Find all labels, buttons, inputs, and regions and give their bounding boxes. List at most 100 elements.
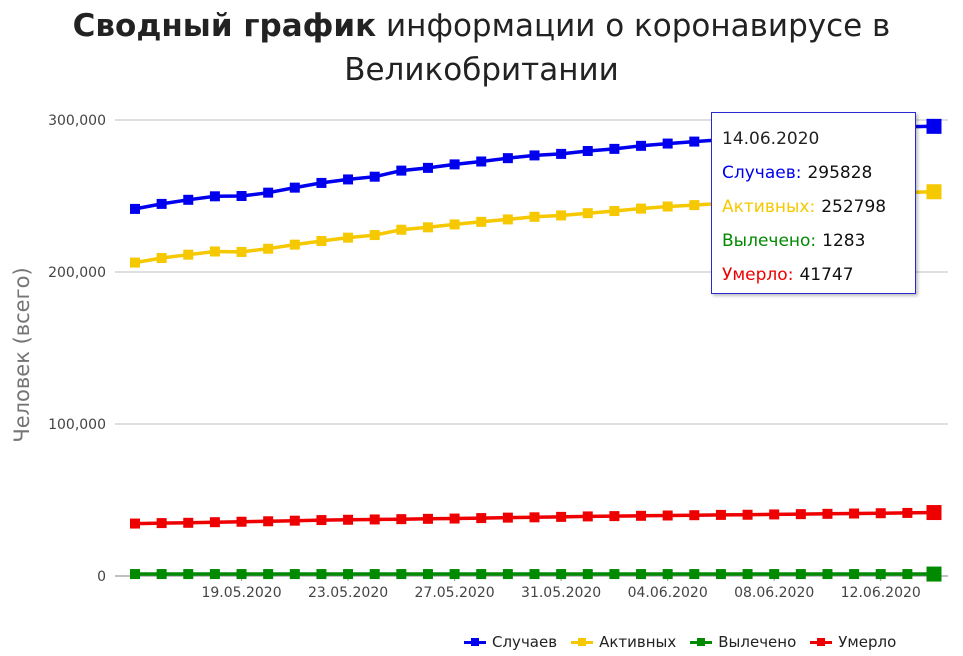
data-point[interactable] — [875, 508, 886, 519]
data-point[interactable] — [396, 165, 407, 176]
data-point[interactable] — [609, 569, 620, 580]
data-point[interactable] — [183, 249, 194, 260]
data-point[interactable] — [263, 243, 274, 254]
data-point[interactable] — [236, 569, 247, 580]
data-point[interactable] — [263, 516, 274, 527]
data-point[interactable] — [289, 569, 300, 580]
data-point[interactable] — [636, 140, 647, 151]
data-point[interactable] — [316, 235, 327, 246]
data-point[interactable] — [369, 514, 380, 525]
data-point[interactable] — [130, 518, 140, 529]
data-point[interactable] — [609, 143, 620, 154]
data-point[interactable] — [769, 569, 780, 580]
data-point[interactable] — [662, 510, 673, 521]
data-point[interactable] — [449, 219, 460, 230]
data-point[interactable] — [156, 518, 167, 529]
data-point[interactable] — [689, 200, 700, 211]
data-point[interactable] — [236, 246, 247, 257]
data-point[interactable] — [343, 232, 354, 243]
data-point[interactable] — [449, 569, 460, 580]
data-point[interactable] — [476, 216, 487, 227]
data-point[interactable] — [795, 509, 806, 520]
data-point[interactable] — [875, 569, 886, 580]
data-point[interactable] — [156, 198, 167, 209]
data-point[interactable] — [849, 569, 860, 580]
data-point[interactable] — [289, 515, 300, 526]
data-point[interactable] — [369, 569, 380, 580]
series-Вылечено[interactable] — [130, 566, 942, 582]
legend-item-cases[interactable]: Случаев — [464, 633, 557, 651]
data-point[interactable] — [130, 203, 140, 214]
data-point[interactable] — [156, 569, 167, 580]
data-point[interactable] — [449, 513, 460, 524]
data-point[interactable] — [849, 508, 860, 519]
data-point[interactable] — [636, 569, 647, 580]
data-point[interactable] — [183, 517, 194, 528]
data-point[interactable] — [662, 569, 673, 580]
data-point[interactable] — [289, 182, 300, 193]
data-point[interactable] — [822, 508, 833, 519]
data-point[interactable] — [422, 513, 433, 524]
data-point[interactable] — [396, 514, 407, 525]
data-point[interactable] — [556, 569, 567, 580]
data-point[interactable] — [769, 509, 780, 520]
data-point[interactable] — [263, 569, 274, 580]
data-point[interactable] — [556, 511, 567, 522]
data-point[interactable] — [795, 569, 806, 580]
data-point[interactable] — [926, 566, 942, 582]
data-point[interactable] — [422, 569, 433, 580]
data-point[interactable] — [236, 191, 247, 201]
data-point[interactable] — [742, 569, 753, 580]
data-point[interactable] — [689, 569, 700, 580]
data-point[interactable] — [502, 153, 513, 164]
legend-item-recovered[interactable]: Вылечено — [690, 633, 796, 651]
data-point[interactable] — [476, 569, 487, 580]
data-point[interactable] — [156, 253, 167, 264]
data-point[interactable] — [582, 569, 593, 580]
data-point[interactable] — [556, 210, 567, 221]
data-point[interactable] — [822, 569, 833, 580]
data-point[interactable] — [926, 505, 942, 521]
data-point[interactable] — [263, 187, 274, 198]
data-point[interactable] — [926, 184, 942, 200]
data-point[interactable] — [689, 136, 700, 147]
data-point[interactable] — [236, 516, 247, 527]
data-point[interactable] — [502, 512, 513, 523]
data-point[interactable] — [343, 174, 354, 185]
data-point[interactable] — [609, 511, 620, 522]
data-point[interactable] — [529, 569, 540, 580]
data-point[interactable] — [582, 146, 593, 157]
data-point[interactable] — [902, 507, 913, 518]
data-point[interactable] — [556, 148, 567, 159]
data-point[interactable] — [343, 569, 354, 580]
data-point[interactable] — [902, 569, 913, 580]
data-point[interactable] — [209, 191, 220, 202]
data-point[interactable] — [316, 177, 327, 188]
data-point[interactable] — [636, 510, 647, 521]
legend-item-deaths[interactable]: Умерло — [810, 633, 896, 651]
data-point[interactable] — [130, 257, 140, 268]
data-point[interactable] — [130, 569, 140, 580]
data-point[interactable] — [689, 510, 700, 521]
data-point[interactable] — [529, 512, 540, 523]
data-point[interactable] — [369, 230, 380, 241]
series-Умерло[interactable] — [130, 505, 942, 529]
data-point[interactable] — [662, 138, 673, 149]
data-point[interactable] — [209, 246, 220, 257]
data-point[interactable] — [209, 517, 220, 528]
data-point[interactable] — [742, 509, 753, 520]
data-point[interactable] — [715, 569, 726, 580]
data-point[interactable] — [209, 569, 220, 580]
data-point[interactable] — [502, 569, 513, 580]
data-point[interactable] — [289, 239, 300, 250]
data-point[interactable] — [529, 211, 540, 222]
data-point[interactable] — [183, 194, 194, 205]
data-point[interactable] — [476, 513, 487, 524]
data-point[interactable] — [316, 515, 327, 526]
data-point[interactable] — [476, 156, 487, 167]
data-point[interactable] — [422, 162, 433, 173]
data-point[interactable] — [369, 171, 380, 182]
data-point[interactable] — [449, 159, 460, 170]
data-point[interactable] — [396, 569, 407, 580]
